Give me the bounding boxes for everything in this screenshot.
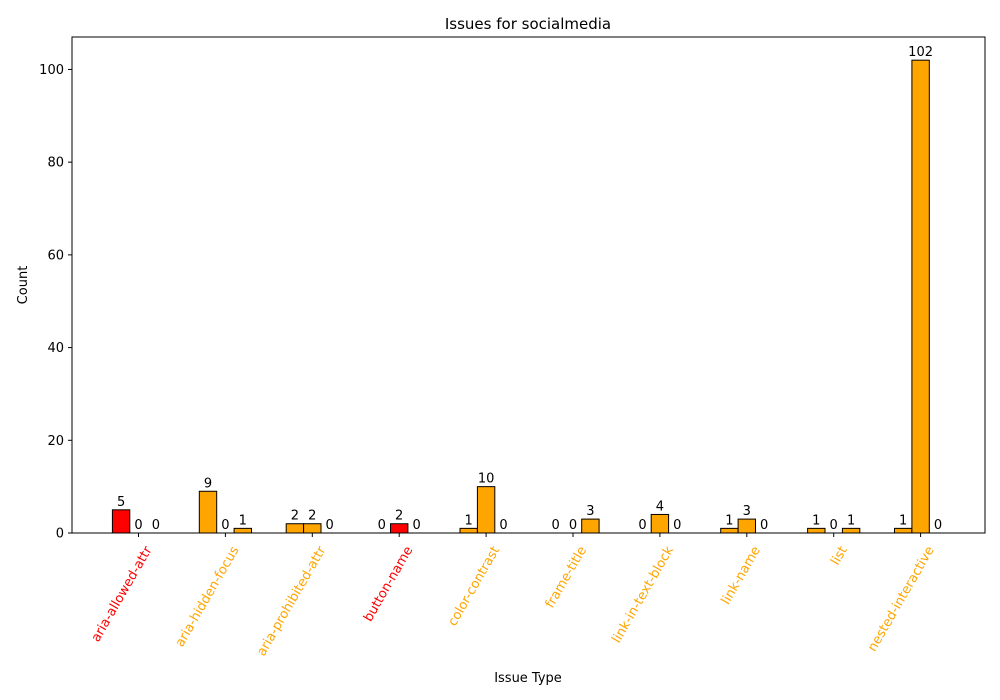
x-tick-label: aria-hidden-focus (173, 544, 243, 650)
x-tick-label: nested-interactive (865, 544, 937, 654)
y-tick-label: 60 (47, 248, 64, 263)
y-tick-label: 100 (39, 63, 64, 78)
bar-value-label: 4 (656, 499, 664, 514)
bar-value-label: 2 (395, 509, 403, 524)
bar-value-label: 0 (830, 518, 838, 533)
x-tick-label: link-name (719, 544, 764, 607)
bar (911, 59, 930, 534)
bar (650, 513, 670, 534)
bar (303, 523, 322, 534)
bar-value-label: 0 (499, 518, 507, 533)
bar (894, 527, 913, 534)
x-axis: aria-allowed-attr aria-hidden-focus aria-p… (89, 533, 938, 659)
bar-value-label: 0 (551, 518, 559, 533)
bar-value-label: 0 (638, 518, 646, 533)
bar-value-label: 10 (478, 472, 495, 487)
y-tick-label: 0 (56, 527, 64, 542)
bar-value-label: 102 (908, 45, 933, 60)
bar (111, 509, 131, 534)
bar-value-label: 0 (326, 518, 334, 533)
bar-value-label: 0 (934, 518, 942, 533)
chart-title: Issues for socialmedia (445, 15, 611, 33)
x-tick-label: aria-prohibited-attr (254, 543, 329, 659)
bar (841, 527, 861, 534)
bar (390, 523, 409, 534)
y-tick-label: 80 (47, 156, 64, 171)
bar-value-label: 9 (204, 476, 212, 491)
x-axis-label: Issue Type (494, 671, 562, 686)
bar-value-label: 1 (725, 513, 733, 528)
y-axis-label: Count (16, 266, 31, 305)
x-tick-label: list (828, 544, 851, 568)
bar-value-label: 1 (847, 513, 855, 528)
bar-value-label: 1 (899, 513, 907, 528)
bar-value-label: 0 (134, 518, 142, 533)
x-tick-label: aria-allowed-attr (89, 543, 156, 644)
y-tick-label: 20 (47, 434, 64, 449)
y-axis: 0 20 40 60 80 100 (39, 63, 72, 542)
bar-value-label: 0 (221, 518, 229, 533)
bar-value-label: 1 (465, 513, 473, 528)
bar (459, 527, 478, 534)
bar (581, 518, 600, 534)
bar-value-label: 0 (152, 518, 160, 533)
bar (285, 523, 305, 534)
bar (807, 527, 826, 534)
bar-value-label: 3 (586, 504, 594, 519)
x-tick-label: color-contrast (445, 544, 503, 629)
x-tick-label: button-name (361, 544, 416, 625)
bar-value-label: 2 (291, 509, 299, 524)
bar-value-label: 0 (378, 518, 386, 533)
y-tick-label: 40 (47, 341, 64, 356)
bar (233, 527, 253, 534)
bar-value-label: 1 (239, 513, 247, 528)
x-tick-label: frame-title (543, 544, 590, 611)
bar-value-label: 3 (743, 504, 751, 519)
bar-value-label: 5 (117, 495, 125, 510)
bar (198, 490, 218, 534)
bars-group (111, 59, 930, 534)
bar-value-label: 0 (673, 518, 681, 533)
bar-value-label: 0 (760, 518, 768, 533)
bar-value-label: 2 (308, 509, 316, 524)
bar-value-label: 0 (569, 518, 577, 533)
bar (720, 527, 739, 534)
x-tick-label: link-in-text-block (609, 544, 677, 646)
bar-value-label: 0 (412, 518, 420, 533)
bar-value-label: 1 (812, 513, 820, 528)
bar (476, 486, 496, 534)
bar (737, 518, 756, 534)
plot-frame (71, 36, 986, 534)
